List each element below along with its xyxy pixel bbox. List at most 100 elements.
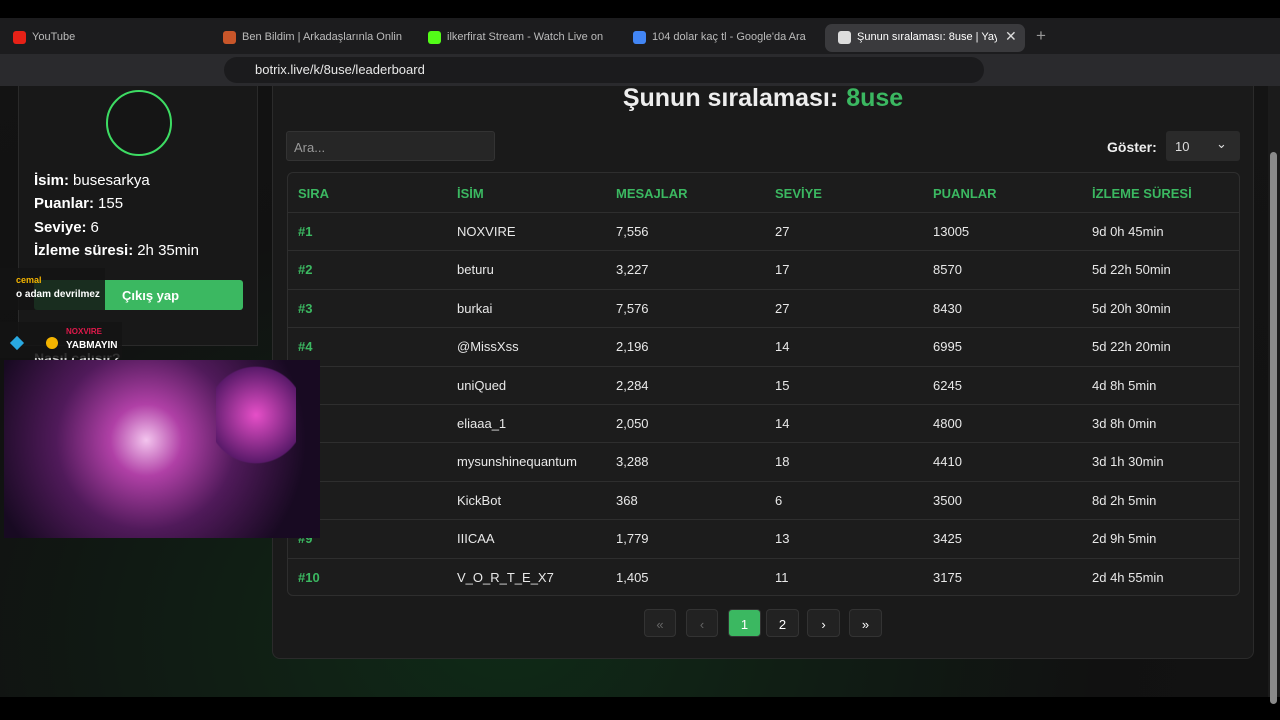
select-arrow: ⌄ xyxy=(1216,136,1227,151)
url[interactable]: botrix.live/k/8use/leaderboard xyxy=(255,62,425,77)
tab-icon xyxy=(838,31,851,44)
cell: 13 xyxy=(775,531,790,547)
cell: 9d 0h 45min xyxy=(1092,224,1164,239)
cell: 3,288 xyxy=(616,454,649,470)
tab-title: YouTube xyxy=(32,31,76,43)
row-divider xyxy=(288,250,1239,252)
cell: 8430 xyxy=(933,300,962,316)
profile-label: İzleme süresi: xyxy=(34,241,134,259)
row-divider xyxy=(288,288,1239,290)
page-button[interactable]: 2 xyxy=(766,609,799,637)
row-divider xyxy=(288,480,1239,482)
row-divider xyxy=(288,404,1239,405)
row-divider xyxy=(288,442,1239,444)
cell: 7,576 xyxy=(616,300,649,316)
row-divider xyxy=(288,212,1239,213)
cell: 2d 4h 55min xyxy=(1092,569,1164,585)
chat-message: o adam devrilmez xyxy=(16,289,100,300)
cell: 2d 9h 5min xyxy=(1092,531,1157,547)
row-divider xyxy=(288,365,1239,367)
page-button[interactable]: ‹ xyxy=(686,609,718,637)
cell: V_O_R_T_E_X7 xyxy=(457,569,554,585)
profile-label: Puanlar: xyxy=(34,195,95,213)
column-header: İSİM xyxy=(457,186,484,201)
address-bar[interactable] xyxy=(224,57,984,83)
cell: 2,196 xyxy=(616,339,649,355)
chat-bg xyxy=(0,268,105,310)
tab-close[interactable]: ✕ xyxy=(1005,28,1017,44)
cell: 17 xyxy=(775,262,790,278)
cell: 5d 22h 50min xyxy=(1092,262,1171,278)
chat-message: YABMAYIN xyxy=(66,340,118,351)
cell: 3d 1h 30min xyxy=(1092,454,1164,470)
chat-user: NOXVIRE xyxy=(66,327,103,336)
cell: 8570 xyxy=(933,262,962,278)
profile-value: 6 xyxy=(90,218,99,236)
cell: 4d 8h 5min xyxy=(1092,377,1157,393)
scrollbar xyxy=(1268,86,1280,704)
cell: IIICAA xyxy=(457,531,495,547)
cell: 4410 xyxy=(933,454,962,470)
cell: 5d 20h 30min xyxy=(1092,300,1171,316)
page-button[interactable]: « xyxy=(644,609,676,637)
cell: 11 xyxy=(775,569,789,585)
avatar xyxy=(106,90,172,156)
cell: 3175 xyxy=(933,569,962,585)
tab-icon xyxy=(633,31,646,44)
search-input[interactable]: Ara... xyxy=(286,131,495,161)
cell: 3425 xyxy=(933,531,962,547)
profile-label: İsim: xyxy=(34,172,70,189)
row-divider xyxy=(288,327,1239,329)
channel: 8use xyxy=(846,84,904,112)
title: Şunun sıralaması: xyxy=(622,84,839,112)
cell: eliaaa_1 xyxy=(457,416,507,431)
cell: 5d 22h 20min xyxy=(1092,339,1171,355)
page-button[interactable]: › xyxy=(807,609,840,637)
tab-title: ilkerfirat Stream - Watch Live on Kick xyxy=(447,31,607,43)
cell: 15 xyxy=(775,377,790,393)
column-header: SEVİYE xyxy=(775,186,822,201)
rank: #2 xyxy=(298,262,313,278)
cell: 4800 xyxy=(933,416,962,431)
page-button[interactable]: » xyxy=(849,609,882,637)
cell: 3500 xyxy=(933,492,962,508)
cell: 2,284 xyxy=(616,377,649,393)
cell: 14 xyxy=(775,339,790,355)
column-header: PUANLAR xyxy=(933,186,997,201)
new-tab[interactable]: + xyxy=(1036,26,1046,45)
profile-value: busesarkya xyxy=(73,172,150,189)
cell: 8d 2h 5min xyxy=(1092,492,1157,508)
rank: #3 xyxy=(298,300,313,316)
cell: @MissXss xyxy=(457,339,519,355)
tab-icon xyxy=(13,31,26,44)
rank: #1 xyxy=(298,224,313,239)
rank: #10 xyxy=(298,569,320,585)
scroll-thumb[interactable] xyxy=(1270,152,1277,704)
chat-user: cemal xyxy=(16,275,42,285)
show-select[interactable]: 10 xyxy=(1166,131,1240,161)
profile-value: 2h 35min xyxy=(137,241,199,259)
table xyxy=(287,172,1240,596)
cell: 27 xyxy=(775,300,790,316)
page-button[interactable]: 1 xyxy=(728,609,761,637)
tab-title: 104 dolar kaç tl - Google'da Ara xyxy=(652,31,806,43)
cell: 6 xyxy=(775,492,783,508)
chat-badge xyxy=(46,337,58,349)
cell: 368 xyxy=(616,492,638,508)
cell: 6995 xyxy=(933,339,962,355)
tab[interactable] xyxy=(825,24,1025,52)
cell: burkai xyxy=(457,300,493,316)
tab-icon xyxy=(428,31,441,44)
show-label: Göster: xyxy=(1107,139,1157,155)
cell: mysunshinequantum xyxy=(457,454,577,470)
profile-value: 155 xyxy=(98,195,124,213)
cell: 3d 8h 0min xyxy=(1092,416,1157,431)
cell: 1,779 xyxy=(616,531,649,547)
tab-title: Ben Bildim | Arkadaşlarınla Online Bil xyxy=(242,31,402,43)
cell: 18 xyxy=(775,454,790,470)
cell: 2,050 xyxy=(616,416,649,431)
cell: 13005 xyxy=(933,224,970,239)
